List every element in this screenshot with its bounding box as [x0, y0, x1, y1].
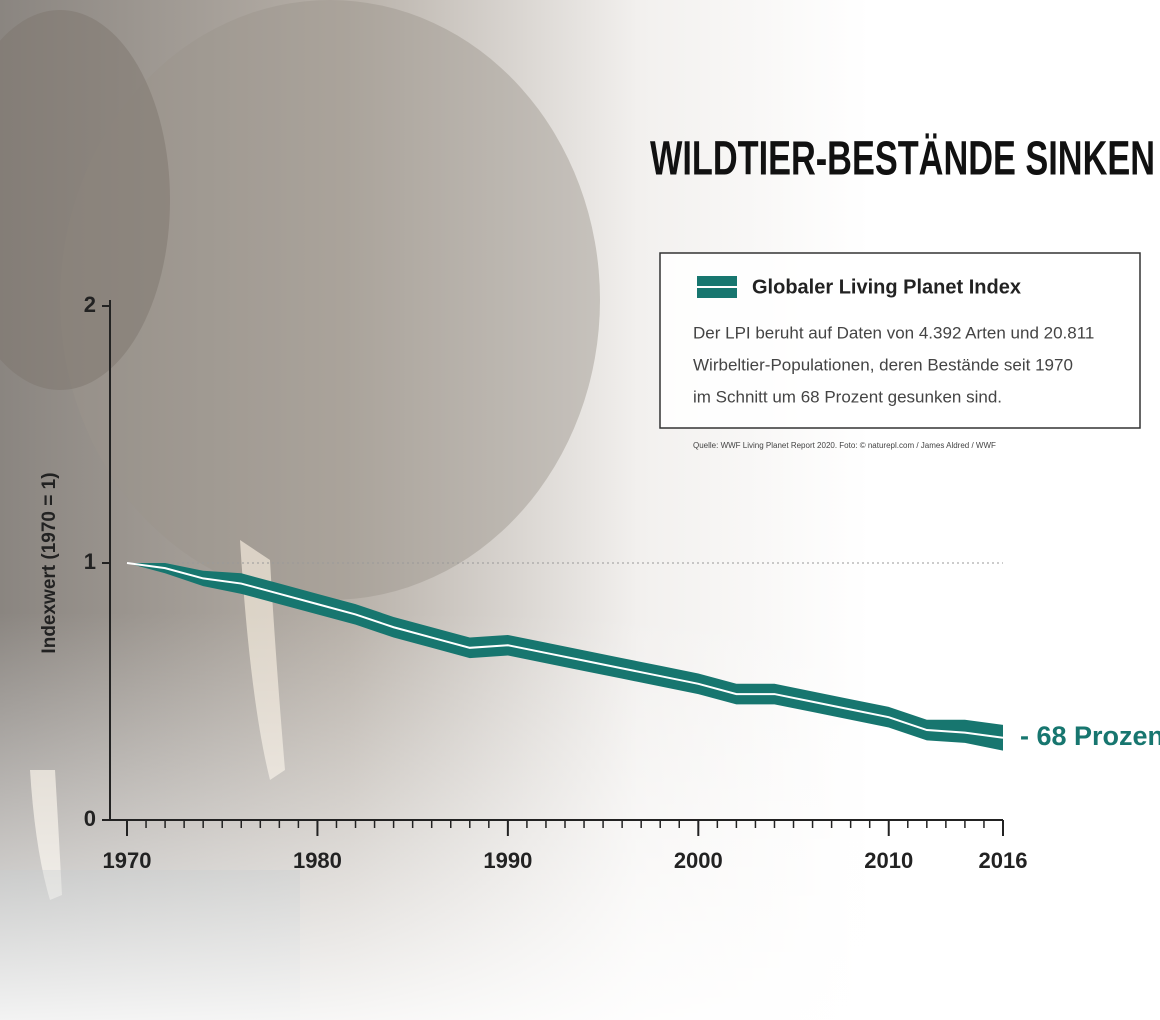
- legend: Globaler Living Planet Index Der LPI beru…: [659, 252, 1141, 429]
- index-line: [126, 562, 1004, 739]
- chart-title: WILDTIER-BESTÄNDE SINKEN: [650, 133, 1155, 186]
- legend-description: im Schnitt um 68 Prozent gesunken sind.: [693, 387, 1002, 406]
- x-tick-label: 1970: [103, 848, 152, 873]
- x-tick-label: 2000: [674, 848, 723, 873]
- y-tick-label: 2: [84, 292, 96, 317]
- y-axis-label: Indexwert (1970 = 1): [39, 472, 60, 653]
- annotation: - 68 Prozent: [1020, 721, 1160, 751]
- x-tick-label: 2010: [864, 848, 913, 873]
- legend-description: Wirbeltier-Populationen, deren Bestände …: [693, 355, 1073, 374]
- y-tick-label: 1: [84, 549, 96, 574]
- legend-box: [659, 252, 1141, 429]
- x-tick-label: 1990: [483, 848, 532, 873]
- x-tick-label: 2016: [979, 848, 1028, 873]
- legend-description: Der LPI beruht auf Daten von 4.392 Arten…: [693, 323, 1094, 342]
- x-tick-label: 1980: [293, 848, 342, 873]
- legend-label: Globaler Living Planet Index: [752, 276, 1021, 298]
- source-note: Quelle: WWF Living Planet Report 2020. F…: [693, 441, 996, 450]
- y-tick-label: 0: [84, 806, 96, 831]
